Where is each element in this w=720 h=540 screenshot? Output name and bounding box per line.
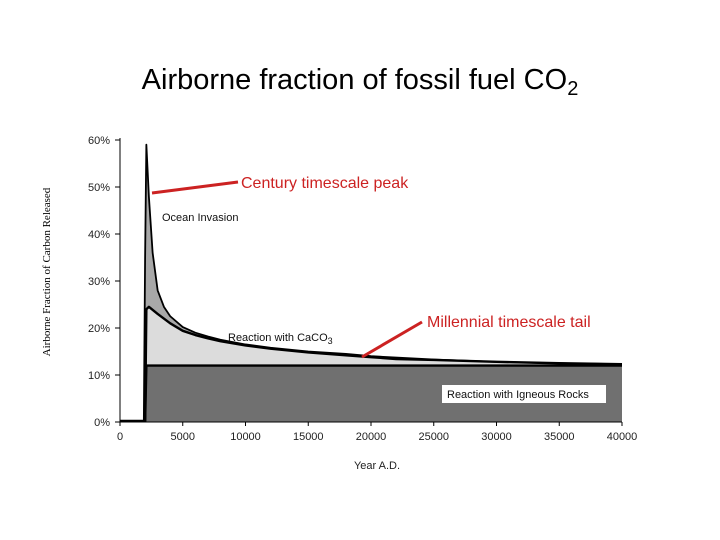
x-tick-label: 20000 [356, 431, 387, 443]
x-tick-label: 0 [117, 431, 123, 443]
callout-arrow-tail [361, 320, 423, 359]
annotation-caco3: Reaction with CaCO3 [228, 332, 333, 346]
y-tick-label: 50% [88, 182, 110, 194]
annotation-caco3-sub: 3 [328, 336, 333, 346]
callout-century-peak: Century timescale peak [241, 175, 409, 192]
x-tick-label: 5000 [171, 431, 195, 443]
x-tick-label: 40000 [607, 431, 638, 443]
y-tick-label: 60% [88, 135, 110, 147]
x-axis-title: Year A.D. [354, 460, 400, 472]
annotation-igneous-rocks: Reaction with Igneous Rocks [447, 389, 589, 401]
area-reaction-with-igneous-rocks [145, 365, 622, 422]
x-tick-label: 35000 [544, 431, 575, 443]
y-tick-label: 10% [88, 370, 110, 382]
y-tick-label: 30% [88, 276, 110, 288]
y-axis-title: Airborne Fraction of Carbon Released [41, 187, 53, 356]
title-subscript: 2 [567, 78, 579, 100]
tick-labels: 0% 10% 20% 30% 40% 50% 60% 0 5000 10000 15000 20000… [88, 135, 637, 443]
callout-arrow-peak [151, 180, 239, 195]
annotation-caco3-main: Reaction with CaCO [228, 332, 328, 344]
igneous-label-box [442, 385, 606, 403]
x-tick-label: 25000 [418, 431, 449, 443]
line-ocean-invasion [120, 143, 623, 422]
x-tick-label: 30000 [481, 431, 512, 443]
y-tick-label: 20% [88, 323, 110, 335]
x-tick-label: 15000 [293, 431, 324, 443]
x-tick-label: 10000 [230, 431, 261, 443]
title-main: Airborne fraction of fossil fuel CO [141, 64, 568, 96]
callout-millennial-tail: Millennial timescale tail [427, 314, 591, 331]
line-reaction-with-igneous-rocks [143, 364, 622, 423]
slide-title: Airborne fraction of fossil fuel CO2 [0, 64, 720, 101]
line-reaction-with-caco3 [143, 305, 623, 423]
y-tick-label: 40% [88, 229, 110, 241]
y-tick-label: 0% [94, 417, 110, 429]
annotation-ocean-invasion: Ocean Invasion [162, 212, 238, 224]
